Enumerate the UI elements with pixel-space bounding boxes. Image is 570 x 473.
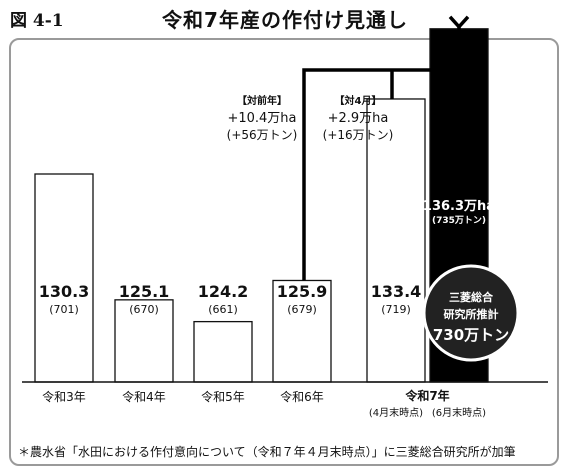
bar-1: [34, 173, 94, 383]
x-sub-label: (4月末時点): [369, 406, 423, 419]
bar-tonnage-label: (670): [129, 303, 159, 316]
bar-5: [366, 98, 426, 383]
x-tick-label: 令和5年: [201, 389, 245, 404]
source-note: ＊農水省「水田における作付意向について（令和７年４月末時点）」に三菱総合研究所が…: [18, 445, 516, 459]
bar-value-label: 125.9: [277, 282, 328, 301]
change-annotation-tag: 【対4月】: [335, 94, 382, 107]
chart-title: 令和7年産の作付け見通し: [162, 8, 408, 32]
bar-tonnage-label: (735万トン): [432, 215, 486, 226]
x-tick-label: 令和6年: [280, 389, 324, 404]
bar-tonnage-label: (661): [208, 303, 238, 316]
badge-value: 730万トン: [433, 326, 509, 344]
change-annotation-tag: 【対前年】: [237, 94, 287, 107]
change-annotation-value: +10.4万ha: [227, 111, 296, 126]
bar-value-label: 130.3: [39, 282, 90, 301]
x-tick-label-group: 令和7年: [404, 388, 449, 403]
badge-line-2: 研究所推計: [444, 307, 499, 321]
badge-line-1: 三菱総合: [449, 290, 494, 304]
bar-4: [272, 279, 332, 383]
chart-frame: [9, 38, 559, 466]
connector-arrowhead: [448, 15, 470, 30]
x-tick-label: 令和4年: [122, 389, 166, 404]
bar-value-label: 125.1: [119, 282, 170, 301]
change-annotation-tonnage: (+56万トン): [227, 128, 298, 142]
figure-label: 図 4-1: [10, 11, 64, 31]
bar-tonnage-label: (701): [49, 303, 79, 316]
bar-tonnage-label: (719): [381, 303, 411, 316]
bar-value-label: 133.4: [371, 282, 422, 301]
change-annotation-value: +2.9万ha: [328, 111, 389, 126]
estimate-badge: [422, 264, 520, 362]
bar-3: [193, 320, 253, 383]
bar-value-label: 136.3万ha: [423, 199, 495, 214]
bar-value-label: 124.2: [198, 282, 249, 301]
connector-line-year: [302, 25, 461, 281]
x-sub-label: (6月末時点): [432, 406, 486, 419]
x-tick-label: 令和3年: [42, 389, 86, 404]
change-annotation-tonnage: (+16万トン): [323, 128, 394, 142]
bar-tonnage-label: (679): [287, 303, 317, 316]
